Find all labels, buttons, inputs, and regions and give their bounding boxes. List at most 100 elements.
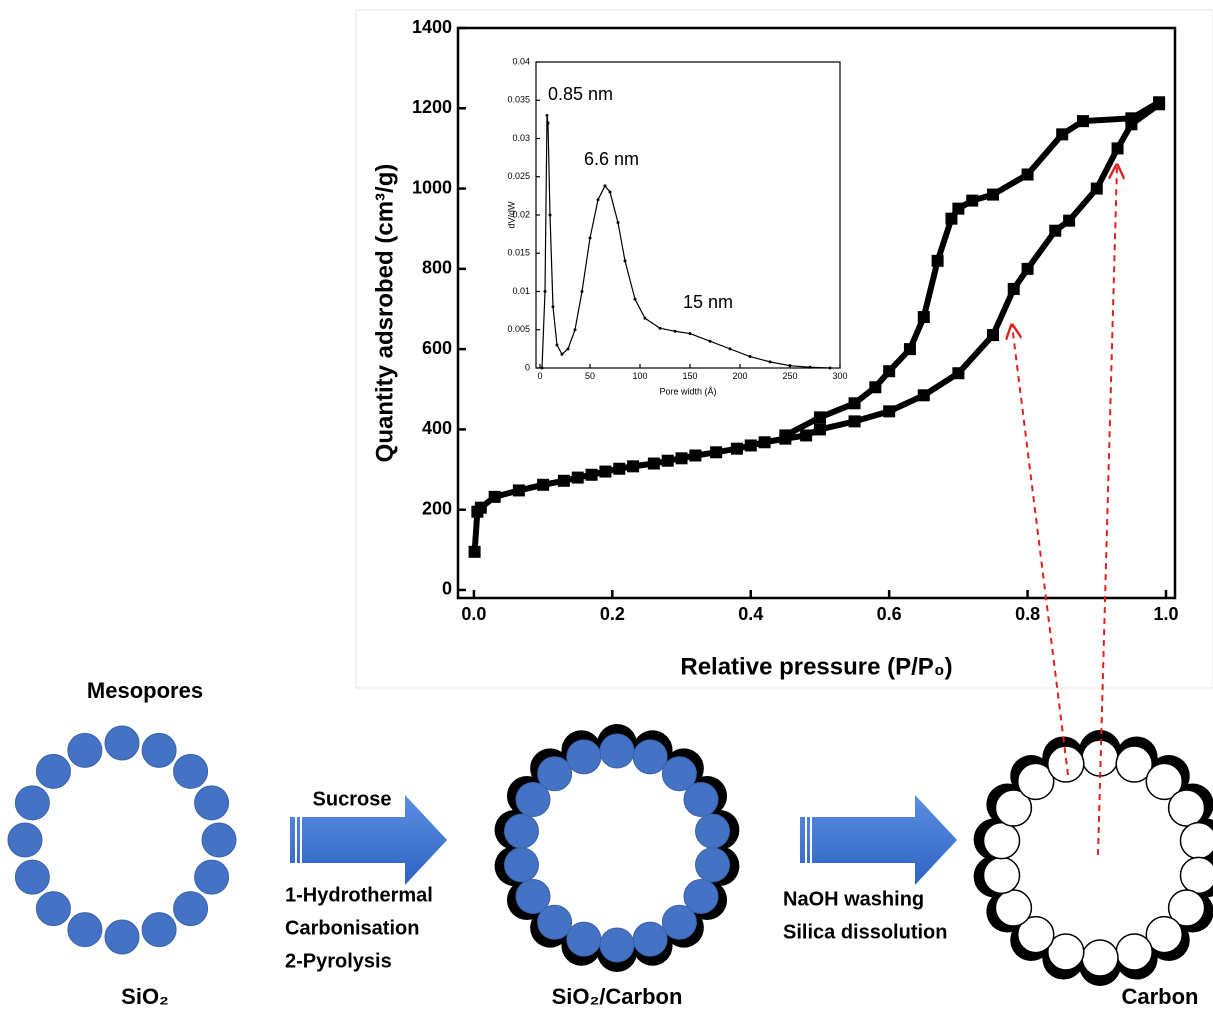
- marker: [728, 347, 732, 351]
- marker: [1076, 115, 1089, 128]
- bead: [141, 732, 177, 768]
- marker: [613, 462, 626, 475]
- x-tick-label: 0.8: [1015, 604, 1040, 624]
- y-tick-label: 800: [422, 258, 452, 278]
- marker: [1111, 142, 1124, 155]
- bead: [35, 891, 71, 927]
- bead: [1167, 889, 1206, 927]
- step-label: NaOH washing: [783, 888, 924, 910]
- bead: [14, 785, 50, 821]
- marker: [931, 254, 944, 267]
- marker: [986, 329, 999, 342]
- marker: [633, 297, 637, 301]
- marker: [555, 343, 559, 347]
- marker: [673, 329, 677, 333]
- bead: [683, 782, 719, 817]
- marker: [571, 471, 584, 484]
- marker: [689, 449, 702, 462]
- bead: [537, 904, 573, 940]
- x-tick-label: 200: [732, 371, 747, 381]
- marker: [1049, 224, 1062, 237]
- y-tick-label: 1200: [412, 97, 452, 117]
- step-label: Carbonisation: [285, 917, 419, 939]
- marker: [1090, 182, 1103, 195]
- bead: [661, 904, 697, 940]
- stage-label: SiO₂: [121, 984, 169, 1009]
- marker: [557, 474, 570, 487]
- marker: [546, 121, 550, 125]
- marker: [647, 457, 660, 470]
- marker: [848, 415, 861, 428]
- bead: [173, 753, 209, 789]
- y-tick-label: 0.04: [512, 56, 530, 66]
- bead: [994, 789, 1033, 827]
- y-tick-label: 0.03: [512, 133, 530, 143]
- y-tick-label: 200: [422, 498, 452, 518]
- bead: [1145, 762, 1184, 801]
- x-tick-label: 0.4: [738, 604, 763, 624]
- marker: [758, 436, 771, 449]
- marker: [710, 446, 723, 459]
- marker: [688, 332, 692, 336]
- marker: [744, 439, 757, 452]
- marker: [661, 454, 674, 467]
- x-tick-label: 0.0: [461, 604, 486, 624]
- marker: [573, 328, 577, 332]
- y-tick-label: 0.035: [507, 95, 530, 105]
- marker: [1007, 282, 1020, 295]
- pointer-arrow: [1097, 165, 1117, 856]
- marker: [675, 452, 688, 465]
- marker: [599, 465, 612, 478]
- marker: [488, 490, 501, 503]
- marker: [903, 343, 916, 356]
- marker: [616, 221, 620, 225]
- bead: [1115, 933, 1153, 971]
- bead: [503, 847, 539, 883]
- bead: [35, 753, 71, 789]
- bead: [695, 847, 731, 883]
- marker: [1063, 214, 1076, 227]
- marker: [543, 290, 547, 293]
- marker: [813, 423, 826, 436]
- marker: [540, 366, 544, 370]
- marker: [1056, 128, 1069, 141]
- marker: [548, 213, 552, 217]
- marker: [608, 190, 612, 194]
- bead: [1179, 856, 1213, 895]
- x-tick-label: 0: [537, 371, 542, 381]
- marker: [748, 355, 752, 359]
- bead: [7, 822, 43, 858]
- bead: [982, 821, 1021, 860]
- marker: [566, 347, 570, 351]
- y-axis-label: dV/dW: [506, 201, 516, 229]
- bead: [599, 927, 635, 963]
- bead: [67, 732, 103, 768]
- marker: [658, 326, 662, 330]
- step-label: Sucrose: [313, 788, 392, 810]
- bead: [695, 813, 731, 849]
- marker: [848, 397, 861, 410]
- bead: [1081, 939, 1119, 977]
- marker: [643, 316, 647, 320]
- annotation: 6.6 nm: [584, 149, 639, 169]
- bead: [1145, 915, 1184, 954]
- marker: [468, 545, 481, 558]
- x-tick-label: 300: [832, 371, 847, 381]
- marker: [551, 305, 555, 309]
- y-tick-label: 0: [442, 579, 452, 599]
- marker: [945, 212, 958, 225]
- bead: [632, 739, 668, 775]
- step-label: 1-Hydrothermal: [285, 884, 433, 906]
- bead: [1016, 915, 1055, 954]
- marker: [1125, 112, 1138, 125]
- bead: [14, 859, 50, 895]
- marker: [596, 198, 600, 202]
- marker: [917, 311, 930, 324]
- marker: [828, 366, 832, 370]
- x-axis-label: Relative pressure (P/P₀): [680, 653, 952, 680]
- bead: [173, 891, 209, 927]
- bead: [194, 859, 230, 895]
- bead: [661, 756, 697, 792]
- bead: [515, 782, 551, 817]
